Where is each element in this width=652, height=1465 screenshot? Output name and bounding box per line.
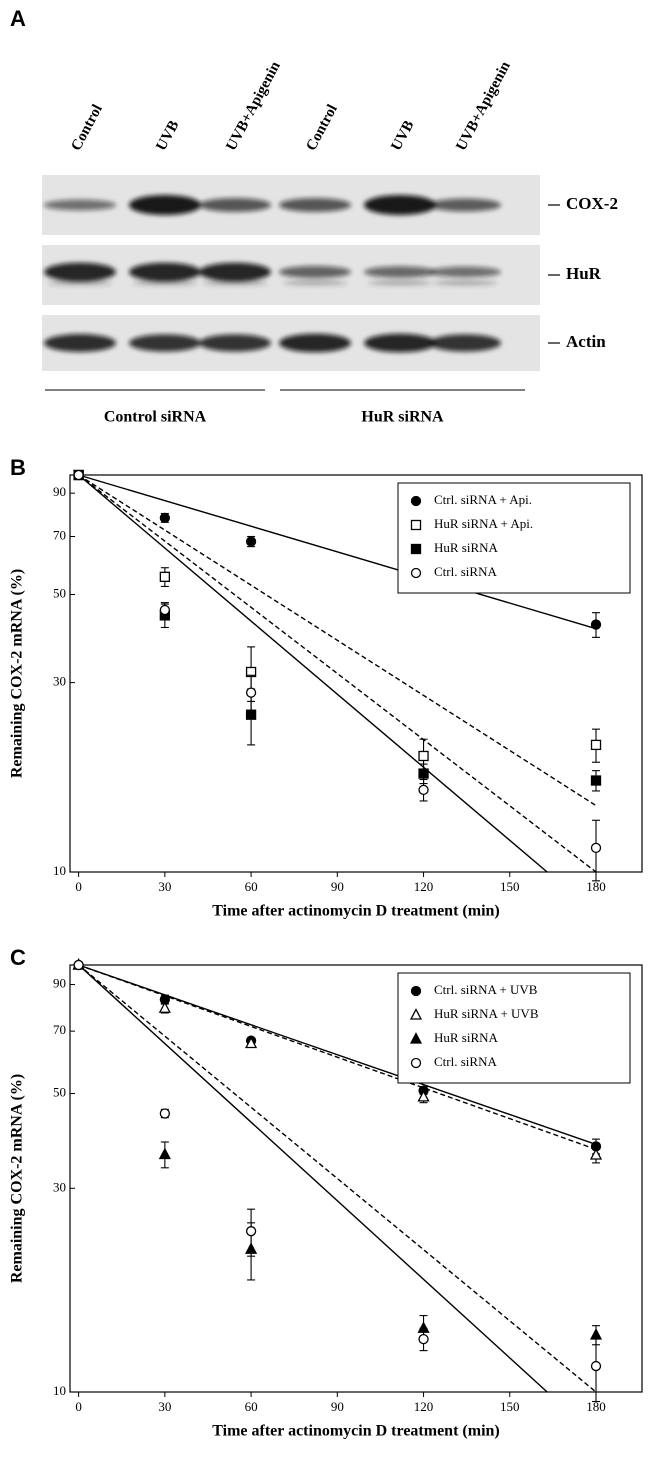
y-tick-label: 50 [53, 1085, 66, 1100]
blot-band [364, 266, 436, 278]
y-tick-label: 90 [53, 976, 66, 991]
panel-label: C [10, 945, 26, 970]
lane-label: UVB+Apigenin [453, 58, 514, 153]
blot-band [129, 263, 201, 282]
marker [247, 537, 256, 546]
legend-label: Ctrl. siRNA + Api. [434, 492, 532, 507]
legend-marker [412, 1059, 421, 1068]
blot-band [433, 281, 497, 285]
blot-band [203, 281, 267, 285]
marker [592, 740, 601, 749]
blot-band [279, 198, 351, 212]
marker [160, 572, 169, 581]
marker [419, 1335, 428, 1344]
x-tick-label: 90 [331, 1399, 344, 1414]
row-label: COX-2 [566, 194, 618, 213]
marker [419, 751, 428, 760]
legend-label: Ctrl. siRNA [434, 1054, 497, 1069]
x-tick-label: 90 [331, 879, 344, 894]
legend-marker [412, 545, 421, 554]
x-tick-label: 0 [75, 879, 82, 894]
lane-label: UVB [388, 118, 417, 153]
y-tick-label: 70 [53, 1022, 66, 1037]
marker [160, 1109, 169, 1118]
blot-band [283, 281, 347, 285]
marker [160, 606, 169, 615]
y-axis-label: Remaining COX-2 mRNA (%) [9, 1074, 26, 1283]
legend-label: HuR siRNA [434, 540, 499, 555]
blot-band [429, 334, 501, 351]
marker [592, 776, 601, 785]
blot-band [279, 334, 351, 353]
marker [74, 471, 83, 480]
x-tick-label: 30 [158, 1399, 171, 1414]
y-tick-label: 10 [53, 1383, 66, 1398]
group-label: HuR siRNA [361, 409, 444, 426]
y-tick-label: 30 [53, 674, 66, 689]
legend-label: HuR siRNA [434, 1030, 499, 1045]
blot-band [279, 266, 351, 278]
figure: A Control UVB UVB+Apigenin Control UVB UVB+Ap… [0, 0, 652, 1465]
marker [160, 513, 169, 522]
blot-band [133, 281, 197, 285]
blot-band [364, 195, 436, 215]
blot-band [129, 195, 201, 215]
legend-label: Ctrl. siRNA [434, 564, 497, 579]
y-tick-label: 70 [53, 527, 66, 542]
y-tick-label: 50 [53, 585, 66, 600]
blot-band [129, 334, 201, 351]
row-label: Actin [566, 332, 606, 351]
marker [419, 769, 428, 778]
y-tick-label: 10 [53, 863, 66, 878]
marker [419, 785, 428, 794]
blot-band [429, 267, 501, 278]
x-tick-label: 150 [500, 879, 520, 894]
legend-marker [412, 521, 421, 530]
row-label: HuR [566, 264, 602, 283]
blot-band [44, 334, 116, 352]
blot-band [199, 198, 271, 212]
lane-label: Control [68, 102, 105, 153]
marker [592, 620, 601, 629]
x-axis-label: Time after actinomycin D treatment (min) [212, 1423, 499, 1440]
legend-marker [412, 987, 421, 996]
legend-label: HuR siRNA + Api. [434, 516, 533, 531]
lane-label: Control [303, 102, 340, 153]
blot-band [199, 263, 271, 282]
x-tick-label: 60 [245, 879, 258, 894]
x-tick-label: 0 [75, 1399, 82, 1414]
blot-band [368, 281, 432, 285]
blot-band [429, 199, 501, 212]
marker [592, 843, 601, 852]
x-tick-label: 30 [158, 879, 171, 894]
lane-label: UVB+Apigenin [223, 58, 284, 153]
blot-band [48, 281, 112, 285]
legend-label: HuR siRNA + UVB [434, 1006, 539, 1021]
blot-band [44, 263, 116, 282]
marker [247, 688, 256, 697]
blot-band [364, 334, 436, 353]
marker [247, 1227, 256, 1236]
marker [74, 961, 83, 970]
lane-label: UVB [153, 118, 182, 153]
x-tick-label: 120 [414, 1399, 434, 1414]
marker [160, 1149, 170, 1159]
x-tick-label: 120 [414, 879, 434, 894]
legend-marker [412, 569, 421, 578]
panel-label: A [10, 6, 26, 31]
legend-label: Ctrl. siRNA + UVB [434, 982, 538, 997]
panel-label: B [10, 455, 26, 480]
blot-band [199, 334, 271, 351]
marker [592, 1362, 601, 1371]
x-axis-label: Time after actinomycin D treatment (min) [212, 903, 499, 920]
y-tick-label: 90 [53, 484, 66, 499]
x-tick-label: 60 [245, 1399, 258, 1414]
y-tick-label: 30 [53, 1179, 66, 1194]
group-label: Control siRNA [104, 409, 207, 426]
x-tick-label: 150 [500, 1399, 520, 1414]
y-axis-label: Remaining COX-2 mRNA (%) [9, 569, 26, 778]
blot-band [44, 200, 116, 211]
legend-marker [412, 497, 421, 506]
